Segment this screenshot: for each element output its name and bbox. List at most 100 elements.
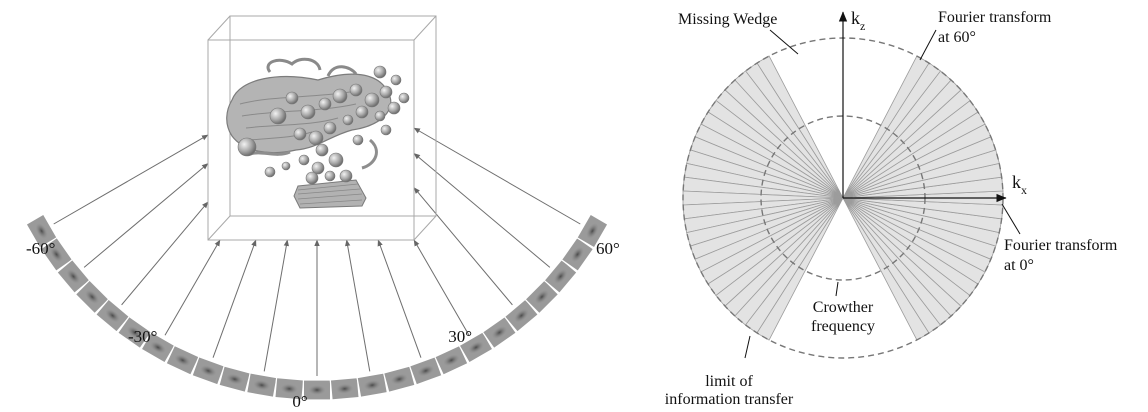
projection-strip-shading	[491, 326, 508, 339]
projection-strip	[56, 258, 91, 295]
vesicle-sphere	[281, 161, 291, 171]
projection-strip	[382, 365, 416, 394]
projection-ray	[413, 153, 551, 268]
vesicle-sphere	[387, 101, 401, 115]
projection-strip	[503, 298, 540, 333]
vesicle-sphere	[324, 170, 336, 182]
projection-ray	[53, 134, 209, 225]
fourier-60-label-line1: Fourier transform	[938, 9, 1052, 26]
projection-strip	[434, 344, 469, 376]
projection-strip-shading	[280, 383, 298, 394]
vesicle-sphere	[339, 169, 353, 183]
projection-strip-shading	[35, 223, 48, 239]
vesicle-sphere	[374, 110, 386, 122]
projection-strip-shading	[253, 380, 271, 391]
fourier-60-pointer	[919, 29, 937, 61]
limit-label-line2: information transfer	[665, 391, 794, 408]
limit-label-line1: limit of	[705, 373, 753, 390]
vesicle-sphere	[305, 171, 319, 185]
vesicle-sphere	[364, 92, 380, 108]
vesicle-sphere	[390, 74, 402, 86]
projection-strip-shading	[308, 385, 326, 395]
projection-rays	[53, 127, 581, 376]
projection-strip-shading	[174, 354, 191, 367]
vesicle-sphere	[315, 143, 329, 157]
vesicle-sphere	[308, 130, 324, 146]
projection-strip	[116, 315, 153, 350]
vesicle-sphere	[311, 161, 325, 175]
crowther-pointer	[835, 281, 839, 297]
vesicle-sphere	[318, 97, 332, 111]
vesicle-sphere	[398, 92, 410, 104]
missing-wedge-label: Missing Wedge	[678, 11, 777, 28]
vesicle-sphere	[264, 166, 276, 178]
projection-strip-shading	[586, 223, 599, 239]
angle-label-minus-30: -30°	[128, 327, 157, 346]
kx-label: kx	[1012, 172, 1027, 197]
projection-strip-shading	[66, 269, 81, 284]
projection-ray	[83, 163, 209, 268]
projection-ray	[121, 201, 209, 306]
fourier-0-label-line2: at 0°	[1004, 257, 1034, 274]
fourier-0-label-line1: Fourier transform	[1004, 237, 1118, 254]
crowther-label-line2: frequency	[811, 318, 875, 335]
vesicle-sphere	[355, 105, 369, 119]
projection-ray	[263, 239, 289, 372]
kz-label: kz	[851, 8, 865, 33]
projection-strip-shading	[534, 289, 549, 304]
projection-strip-shading	[50, 246, 63, 263]
vesicle-sphere	[380, 124, 392, 136]
projection-strip	[94, 298, 131, 333]
projection-ray	[164, 239, 221, 336]
projection-strip	[191, 356, 226, 386]
missing-wedge-pointer	[769, 29, 799, 55]
projection-strip	[560, 236, 595, 273]
tomography-panel: -60° -30° 0° 30° 60°	[25, 15, 620, 411]
projection-strip-shading	[105, 308, 120, 323]
projection-ray	[413, 187, 513, 306]
vesicle-sphere	[293, 127, 307, 141]
vesicle-sphere	[342, 114, 354, 126]
projection-strip	[245, 372, 278, 399]
vesicle-sphere	[349, 83, 363, 97]
vesicle-sphere	[298, 154, 310, 166]
projection-strip	[543, 258, 578, 295]
projection-strip	[39, 236, 74, 273]
angle-label-60: 60°	[596, 239, 620, 258]
projection-strip-shading	[363, 380, 381, 391]
vesicle-sphere	[379, 85, 393, 99]
projection-strip-shading	[226, 373, 244, 385]
vesicle-sphere	[237, 137, 257, 157]
projection-ray	[413, 127, 581, 225]
vesicle-sphere	[300, 104, 316, 120]
fourier-space-panel: kz kx Missing Wedge Fourier transform at…	[665, 8, 1118, 408]
cell-rendering	[226, 57, 410, 209]
projection-strip-shading	[150, 341, 166, 354]
projection-strip-shading	[85, 289, 100, 304]
projection-strip-shading	[199, 365, 217, 377]
projection-strip-shading	[553, 269, 568, 284]
projection-ray	[212, 239, 257, 358]
projection-strip	[302, 379, 332, 401]
vesicle-sphere	[352, 134, 364, 146]
projection-strip-shading	[514, 308, 529, 323]
projection-strip-shading	[571, 246, 584, 263]
projection-strip-shading	[390, 373, 408, 385]
projection-ray	[345, 239, 371, 372]
angle-label-30: 30°	[448, 327, 472, 346]
projection-ray	[413, 239, 470, 336]
vesicle-sphere	[373, 65, 387, 79]
angle-label-0: 0°	[292, 392, 307, 411]
vesicle-sphere	[285, 91, 299, 105]
fourier-60-label-line2: at 60°	[938, 29, 976, 46]
projection-strip	[356, 372, 389, 399]
projection-strip-shading	[126, 326, 143, 339]
projection-strip	[481, 315, 518, 350]
cube-front-face	[207, 39, 415, 241]
projection-arc	[25, 213, 609, 401]
projection-strip-shading	[417, 365, 435, 377]
limit-pointer	[744, 335, 751, 359]
vesicle-sphere	[328, 152, 344, 168]
projection-strip	[576, 213, 609, 249]
